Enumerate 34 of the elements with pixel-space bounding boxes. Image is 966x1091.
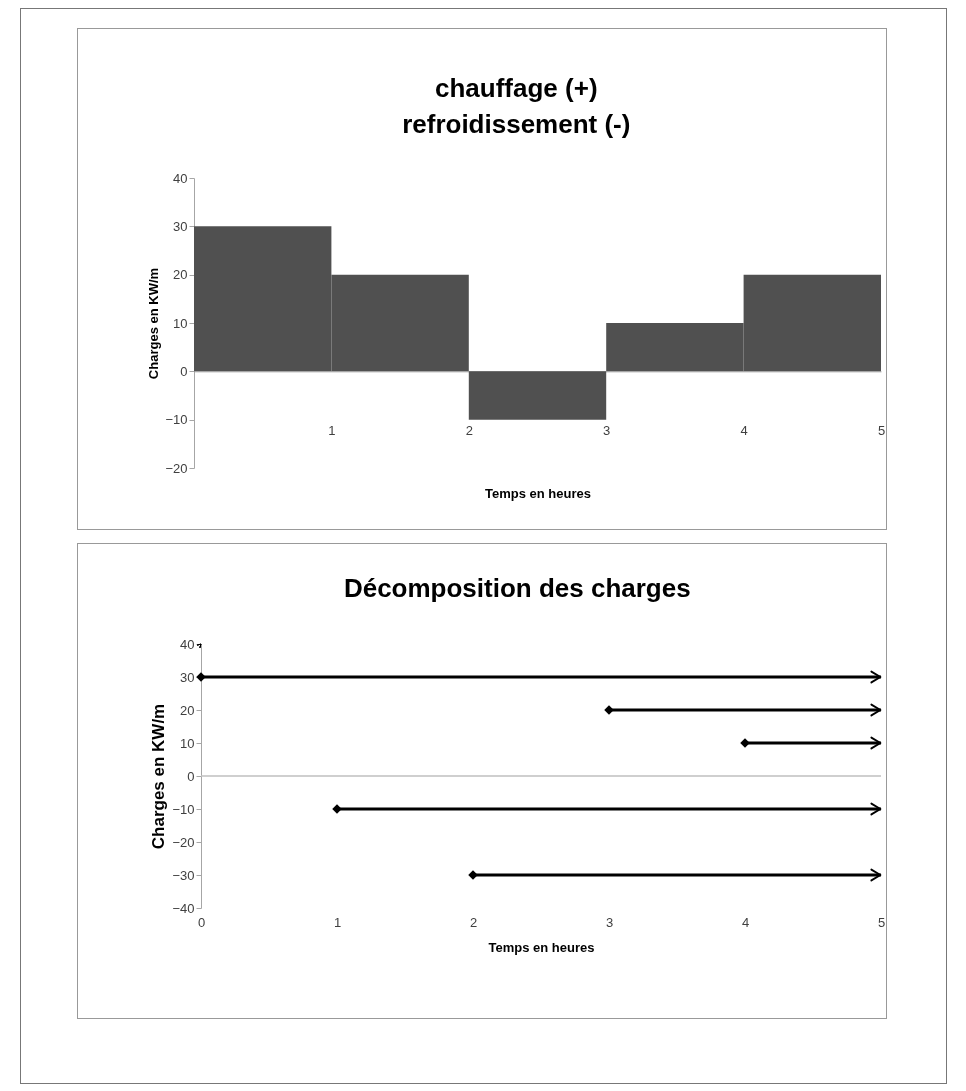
y-axis-title: Charges en KW/m bbox=[149, 703, 169, 850]
y-tick-label: 20 bbox=[173, 267, 188, 283]
x-axis-title: Temps en heures bbox=[488, 939, 595, 955]
y-axis-title: Charges en KW/m bbox=[146, 267, 162, 380]
x-tick-label: 4 bbox=[740, 423, 748, 439]
y-tick-label: 40 bbox=[180, 636, 195, 652]
chart-title: Décomposition des charges bbox=[343, 573, 691, 603]
y-tick-label: 0 bbox=[180, 363, 188, 379]
x-tick-label: 0 bbox=[197, 914, 206, 930]
chart-title: chauffage (+) refroidissement (-) bbox=[402, 73, 631, 139]
y-tick-label: 20 bbox=[180, 702, 195, 718]
y-tick-label: 40 bbox=[173, 170, 188, 186]
y-tick-label: 0 bbox=[187, 768, 195, 784]
y-tick-label: −30 bbox=[172, 867, 195, 883]
point bbox=[196, 672, 206, 682]
y-tick-label: 10 bbox=[173, 315, 188, 331]
y-tick-label: −10 bbox=[172, 801, 195, 817]
y-tick-label: −40 bbox=[172, 900, 195, 916]
x-tick-label: 3 bbox=[603, 423, 611, 439]
x-tick-label: 3 bbox=[605, 914, 614, 930]
x-tick-label: 2 bbox=[465, 423, 473, 439]
y-tick-label: −20 bbox=[172, 834, 195, 850]
x-tick-label: 1 bbox=[328, 423, 336, 439]
y-tick-label: 30 bbox=[180, 669, 195, 685]
x-axis-title: Temps en heures bbox=[485, 486, 591, 502]
x-tick-label: 4 bbox=[741, 914, 750, 930]
y-tick-label: 30 bbox=[173, 218, 188, 234]
y-tick-label: 10 bbox=[180, 735, 195, 751]
x-tick-label: 5 bbox=[877, 423, 886, 439]
x-tick-label: 1 bbox=[333, 914, 342, 930]
x-tick-label: 5 bbox=[877, 914, 886, 930]
x-tick-label: 2 bbox=[469, 914, 478, 930]
y-tick-label: −10 bbox=[165, 412, 188, 428]
y-tick-label: −20 bbox=[165, 460, 188, 476]
